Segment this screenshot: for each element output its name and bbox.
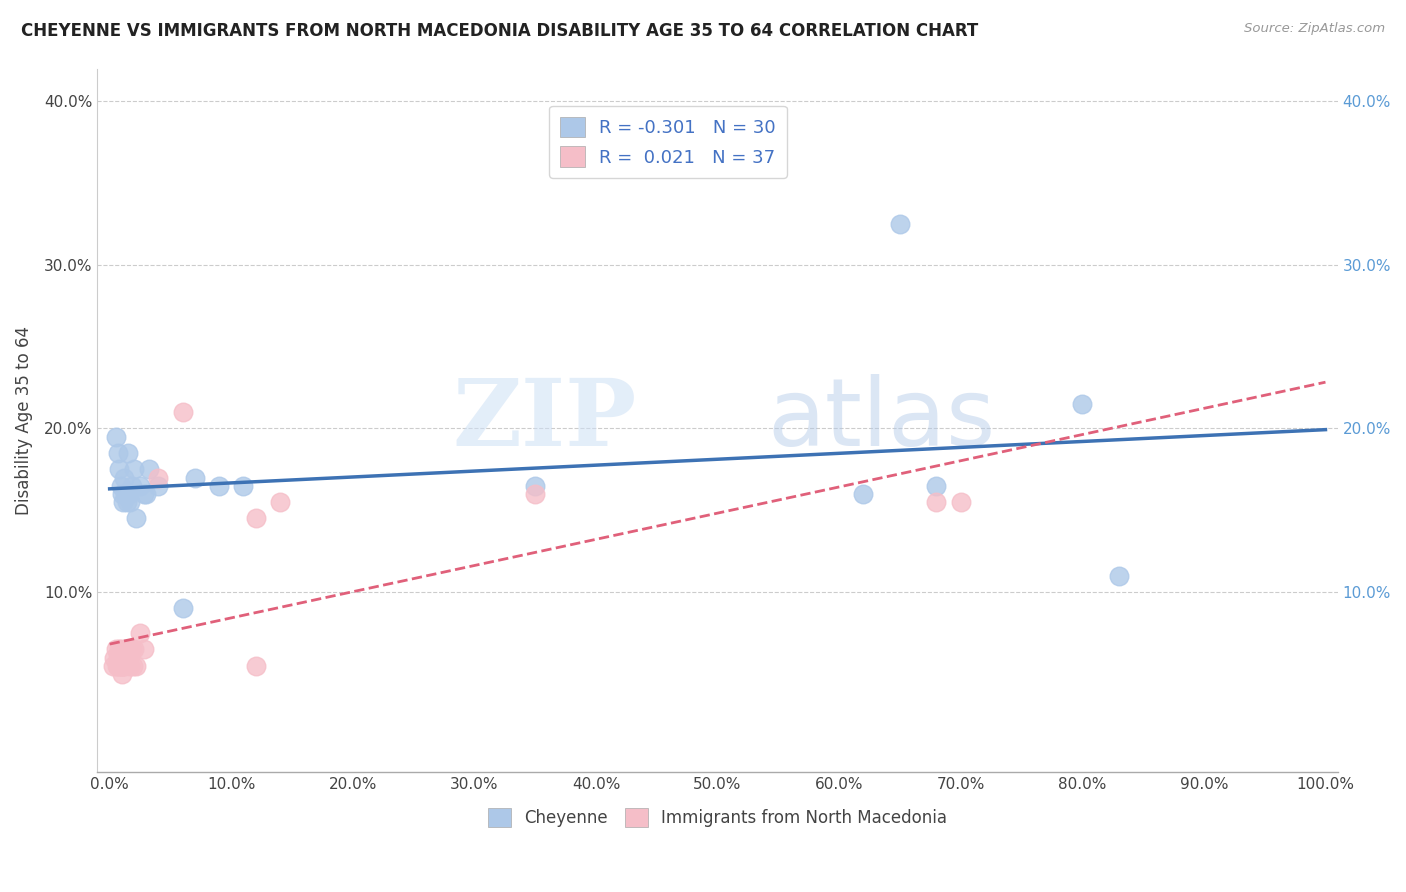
Point xyxy=(269,495,291,509)
Text: CHEYENNE VS IMMIGRANTS FROM NORTH MACEDONIA DISABILITY AGE 35 TO 64 CORRELATION : CHEYENNE VS IMMIGRANTS FROM NORTH MACEDO… xyxy=(21,22,979,40)
Point xyxy=(112,470,135,484)
Point xyxy=(105,658,128,673)
Point xyxy=(524,487,547,501)
Point xyxy=(111,658,134,673)
Point xyxy=(115,650,138,665)
Point xyxy=(148,470,170,484)
Point xyxy=(112,658,135,673)
Point xyxy=(232,479,254,493)
Point xyxy=(524,479,547,493)
Point xyxy=(111,495,134,509)
Point xyxy=(135,487,157,501)
Point xyxy=(129,626,152,640)
Point xyxy=(114,487,136,501)
Point xyxy=(125,658,148,673)
Point xyxy=(138,462,160,476)
Point xyxy=(111,487,134,501)
Point xyxy=(114,642,136,657)
Point xyxy=(103,658,125,673)
Point xyxy=(925,479,948,493)
Point xyxy=(245,658,267,673)
Y-axis label: Disability Age 35 to 64: Disability Age 35 to 64 xyxy=(15,326,32,515)
Legend: Cheyenne, Immigrants from North Macedonia: Cheyenne, Immigrants from North Macedoni… xyxy=(481,802,955,834)
Text: Source: ZipAtlas.com: Source: ZipAtlas.com xyxy=(1244,22,1385,36)
Point xyxy=(110,642,132,657)
Point xyxy=(112,650,135,665)
Point xyxy=(1071,397,1094,411)
Point xyxy=(111,666,134,681)
Point xyxy=(104,642,127,657)
Point xyxy=(1108,568,1130,582)
Point xyxy=(118,650,141,665)
Point xyxy=(104,430,127,444)
Point xyxy=(110,650,132,665)
Point xyxy=(103,650,125,665)
Point xyxy=(110,479,132,493)
Point xyxy=(208,479,231,493)
Point xyxy=(852,487,875,501)
Point xyxy=(111,658,134,673)
Point xyxy=(125,511,148,525)
Point xyxy=(108,658,131,673)
Point xyxy=(132,487,155,501)
Point xyxy=(107,658,129,673)
Point xyxy=(117,446,139,460)
Point xyxy=(121,642,143,657)
Point xyxy=(925,495,948,509)
Point xyxy=(120,495,142,509)
Point xyxy=(111,650,134,665)
Point xyxy=(121,479,143,493)
Text: atlas: atlas xyxy=(768,375,995,467)
Point xyxy=(148,479,170,493)
Point xyxy=(129,479,152,493)
Point xyxy=(118,487,141,501)
Point xyxy=(949,495,972,509)
Point xyxy=(115,495,138,509)
Point xyxy=(122,462,145,476)
Point xyxy=(172,405,194,419)
Point xyxy=(107,446,129,460)
Point xyxy=(107,650,129,665)
Point xyxy=(120,658,142,673)
Point xyxy=(184,470,207,484)
Point xyxy=(889,217,911,231)
Point xyxy=(117,642,139,657)
Point xyxy=(245,511,267,525)
Text: ZIP: ZIP xyxy=(453,376,637,466)
Point xyxy=(132,642,155,657)
Point xyxy=(122,642,145,657)
Point xyxy=(172,601,194,615)
Point xyxy=(111,650,134,665)
Point xyxy=(111,658,134,673)
Point xyxy=(108,462,131,476)
Point xyxy=(108,642,131,657)
Point xyxy=(121,658,143,673)
